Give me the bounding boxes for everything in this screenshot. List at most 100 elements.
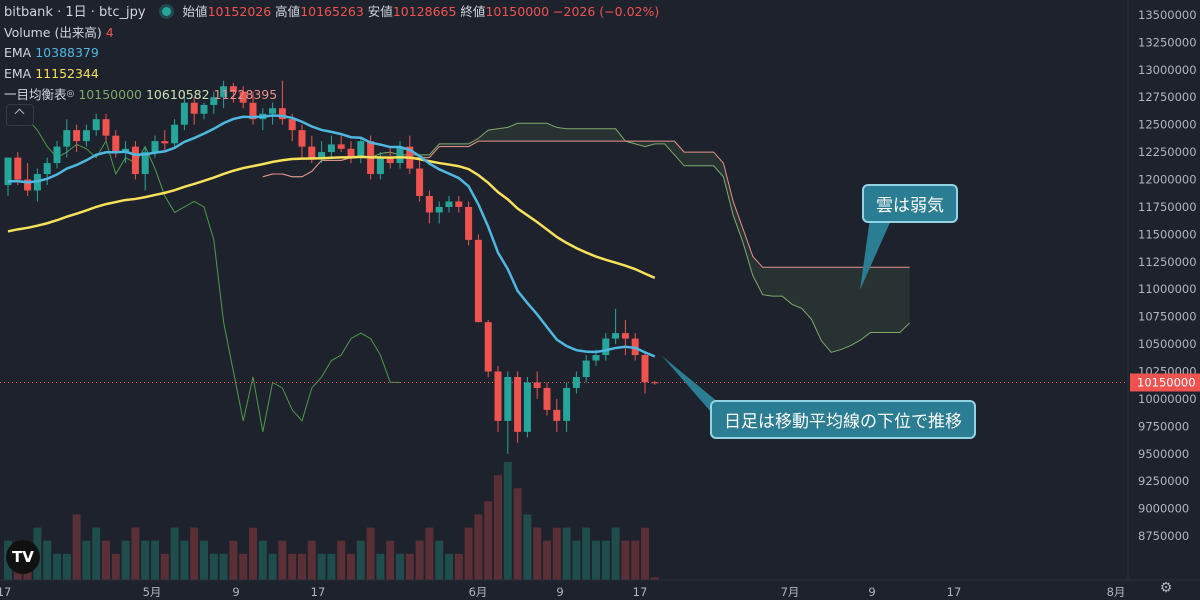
candle-body xyxy=(249,102,257,120)
x-tick-label: 17 xyxy=(633,585,648,599)
gear-icon[interactable]: ⚙ xyxy=(1159,580,1173,596)
legend-ema1-row[interactable]: EMA 10388379 xyxy=(4,43,659,64)
candle-body xyxy=(131,146,139,175)
candle-body xyxy=(543,387,551,410)
y-tick-label: 12000000 xyxy=(1138,173,1197,187)
volume-bar xyxy=(131,527,140,580)
callout-cloud: 雲は弱気 xyxy=(862,184,958,223)
volume-bar xyxy=(386,540,395,580)
candle-body xyxy=(416,168,424,196)
volume-bar xyxy=(494,475,502,580)
y-tick-label: 13500000 xyxy=(1138,8,1197,22)
candle-body xyxy=(651,382,659,384)
candle-body xyxy=(504,376,512,421)
y-tick-label: 10750000 xyxy=(1138,310,1197,324)
ichimoku-value-2: 10610582 xyxy=(145,87,210,102)
x-tick-label: 17 xyxy=(0,585,11,599)
legend-ema2-row[interactable]: EMA 11152344 xyxy=(4,64,659,85)
ema-short-line xyxy=(7,114,656,358)
candle-body xyxy=(396,146,404,164)
open-label: 始値 xyxy=(182,4,208,19)
volume-bar xyxy=(396,553,404,580)
legend-volume-row[interactable]: Volume (出来高) 4 xyxy=(4,23,659,44)
x-tick-label: 17 xyxy=(947,585,962,599)
volume-bar xyxy=(552,527,561,580)
candle-body xyxy=(445,201,453,207)
candle-body xyxy=(357,141,365,158)
ichimoku-label: 一目均衡表 xyxy=(4,87,67,102)
candle-body xyxy=(327,144,335,153)
candle-body xyxy=(161,141,169,144)
collapse-legend-button[interactable] xyxy=(6,104,34,126)
x-tick-label: 9 xyxy=(556,585,563,599)
volume-bar xyxy=(72,514,81,580)
candle-body xyxy=(288,119,296,131)
volume-bar xyxy=(347,553,355,580)
ichimoku-value-1: 10150000 xyxy=(78,87,142,102)
volume-bar xyxy=(631,540,640,580)
volume-bar xyxy=(62,553,71,580)
ema1-label: EMA xyxy=(4,45,32,60)
volume-bar xyxy=(650,577,659,580)
y-tick-label: 11000000 xyxy=(1138,282,1197,296)
y-tick-label: 12750000 xyxy=(1138,90,1197,104)
close-value: 10150000 xyxy=(485,4,550,19)
volume-bar xyxy=(278,540,287,580)
x-tick-label: 8月 xyxy=(1107,585,1126,599)
candle-body xyxy=(425,195,433,213)
candle-body xyxy=(53,146,61,164)
volume-bar xyxy=(121,540,130,580)
volume-bar xyxy=(523,514,532,580)
candle-body xyxy=(112,135,120,153)
legend-ichimoku-row[interactable]: 一目均衡表◎ 10150000 10610582 11228395 xyxy=(4,84,659,105)
volume-bar xyxy=(337,540,346,580)
volume-bar xyxy=(425,527,434,580)
candle-body xyxy=(553,409,561,421)
candle-body xyxy=(4,157,12,186)
volume-bar xyxy=(366,527,375,580)
volume-bar xyxy=(219,553,228,580)
ema-long-line xyxy=(7,155,656,280)
volume-bar xyxy=(533,527,542,580)
y-tick-label: 8750000 xyxy=(1138,529,1189,543)
volume-bar xyxy=(298,553,306,580)
candle-body xyxy=(474,239,482,323)
high-label: 高値 xyxy=(275,4,301,19)
y-tick-label: 9750000 xyxy=(1138,419,1189,433)
volume-bar xyxy=(582,527,591,580)
last-price-tag xyxy=(1130,373,1200,392)
tradingview-logo[interactable]: TV xyxy=(6,540,40,574)
y-tick-label: 10500000 xyxy=(1138,337,1197,351)
volume-bar xyxy=(474,514,483,580)
high-value: 10165263 xyxy=(300,4,364,19)
volume-bar xyxy=(592,540,600,580)
y-tick-label: 13250000 xyxy=(1138,35,1197,49)
volume-bar xyxy=(611,527,620,580)
candle-body xyxy=(337,144,345,149)
candle-body xyxy=(347,148,355,158)
candle-body xyxy=(190,102,198,114)
x-tick-label: 6月 xyxy=(469,585,488,599)
y-tick-label: 11500000 xyxy=(1138,227,1197,241)
candle-body xyxy=(298,130,306,147)
volume-label: Volume (出来高) xyxy=(4,24,102,40)
candle-body xyxy=(180,102,188,125)
chart-legend: bitbank · 1日 · btc_jpy 始値10152026 高値1016… xyxy=(4,2,659,105)
y-tick-label: 12250000 xyxy=(1138,145,1197,159)
candle-body xyxy=(308,146,316,158)
senkou-span-b xyxy=(262,140,910,268)
symbol-title[interactable]: bitbank · 1日 · btc_jpy xyxy=(4,5,146,20)
candle-body xyxy=(318,152,326,158)
volume-bar xyxy=(543,540,551,580)
candle-body xyxy=(82,130,90,142)
candle-body xyxy=(73,130,81,142)
candle-body xyxy=(122,148,130,153)
volume-bar xyxy=(258,540,267,580)
volume-bar xyxy=(454,553,463,580)
candle-body xyxy=(563,387,571,421)
low-value: 10128665 xyxy=(392,4,457,19)
candle-body xyxy=(220,86,228,98)
x-tick-label: 9 xyxy=(232,585,239,599)
callout-cloud-pointer xyxy=(860,218,892,290)
